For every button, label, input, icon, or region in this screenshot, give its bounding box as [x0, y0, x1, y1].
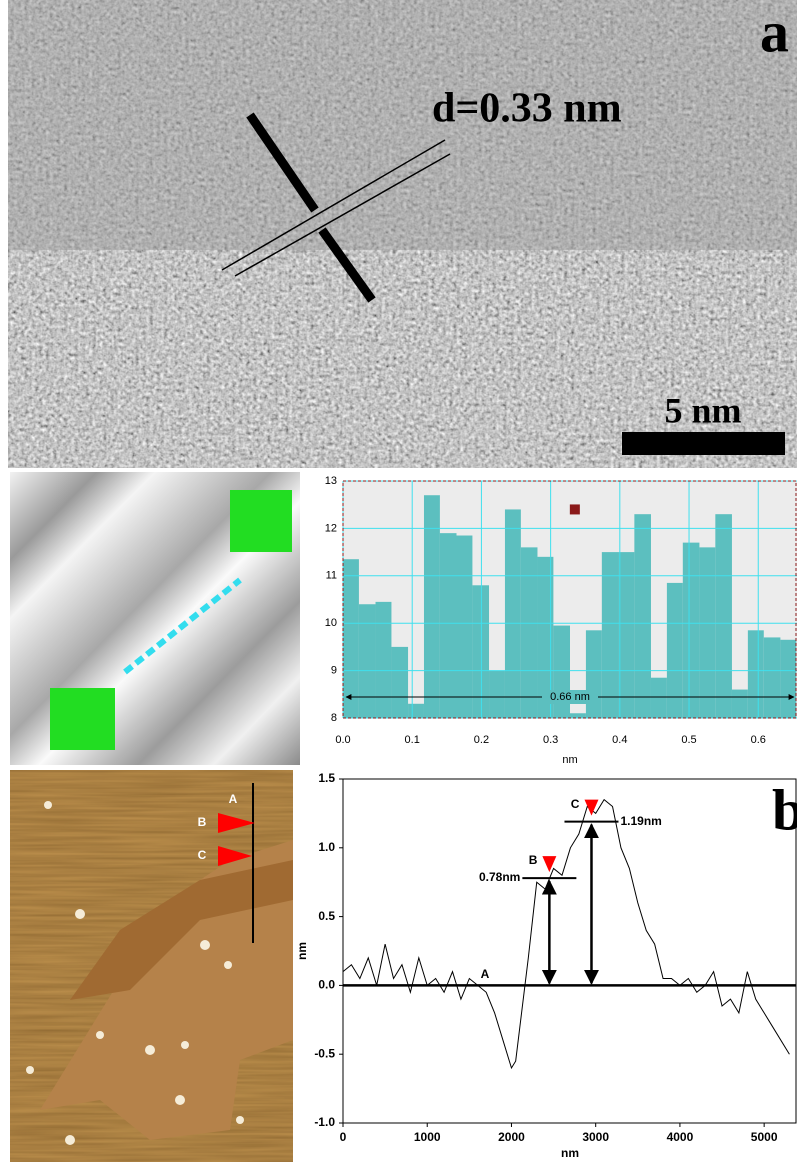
- bar: [780, 640, 796, 718]
- height-label: 1.19nm: [620, 814, 661, 828]
- bar: [602, 552, 619, 718]
- bar: [667, 583, 683, 718]
- y-tick-label: 0.0: [318, 978, 335, 992]
- y-tick-label: 1.0: [318, 840, 335, 854]
- x-tick-label: 0.6: [751, 734, 766, 746]
- panel-label: b: [772, 777, 797, 842]
- x-tick-label: 0: [340, 1130, 347, 1144]
- x-tick-label: 0.5: [681, 734, 696, 746]
- bar: [376, 602, 392, 718]
- point-label: B: [198, 815, 207, 829]
- x-tick-label: 0.2: [474, 734, 489, 746]
- bar: [651, 678, 667, 718]
- panel-label: a: [760, 0, 789, 64]
- bar: [359, 604, 376, 718]
- y-tick-label: 8: [331, 712, 337, 724]
- x-tick-label: 0.0: [335, 734, 350, 746]
- endpoint: [50, 688, 115, 750]
- x-tick-label: 3000: [582, 1130, 609, 1144]
- span-label: 0.66 nm: [550, 691, 590, 703]
- bar: [343, 559, 359, 718]
- point-label: B: [529, 853, 538, 867]
- x-tick-label: 4000: [667, 1130, 694, 1144]
- point-label: C: [198, 848, 207, 862]
- y-tick-label: 12: [325, 522, 337, 534]
- bar: [472, 585, 489, 718]
- bar: [586, 630, 602, 718]
- x-tick-label: 0.4: [612, 734, 627, 746]
- bar: [391, 647, 408, 718]
- cursor-marker: [570, 504, 580, 514]
- tem-background: [8, 0, 797, 250]
- y-axis-label: nm: [295, 942, 309, 960]
- x-axis-label: nm: [562, 754, 577, 766]
- point-label: C: [571, 797, 580, 811]
- y-tick-label: 9: [331, 665, 337, 677]
- x-tick-label: 0.3: [543, 734, 558, 746]
- bar: [764, 637, 781, 718]
- d-spacing-label: d=0.33 nm: [432, 86, 622, 132]
- y-tick-label: 1.5: [318, 771, 335, 785]
- y-tick-label: 0.5: [318, 909, 335, 923]
- baseline-label: A: [481, 967, 490, 981]
- bar: [521, 547, 538, 718]
- bar: [440, 533, 457, 718]
- bar: [683, 543, 700, 718]
- x-tick-label: 5000: [751, 1130, 778, 1144]
- y-tick-label: -0.5: [314, 1046, 335, 1060]
- bar: [634, 514, 651, 718]
- y-tick-label: 13: [325, 475, 337, 487]
- endpoint: [230, 490, 292, 552]
- bar: [489, 671, 505, 718]
- figure: d=0.33 nm 5 nm A B C 0.66 nm 8 9 10 11 12 13 0.…: [0, 0, 797, 1162]
- y-tick-label: -1.0: [314, 1115, 335, 1129]
- bar: [732, 690, 748, 718]
- y-tick-label: 11: [326, 570, 337, 582]
- page: {"panel_a": {"label": "a", "annotation":…: [0, 0, 797, 1162]
- bar: [457, 536, 473, 718]
- bar: [618, 552, 634, 718]
- x-tick-label: 0.1: [405, 734, 420, 746]
- x-tick-label: 1000: [414, 1130, 441, 1144]
- scale-bar: [622, 432, 785, 455]
- y-tick-label: 10: [325, 617, 337, 629]
- bar: [553, 626, 570, 718]
- height-label: 0.78nm: [479, 870, 520, 884]
- x-tick-label: 2000: [498, 1130, 525, 1144]
- bar: [748, 630, 764, 718]
- bar: [699, 547, 715, 718]
- bar: [570, 713, 586, 718]
- bar: [715, 514, 732, 718]
- point-label: A: [229, 792, 238, 806]
- bar: [408, 704, 424, 718]
- bar: [505, 509, 521, 718]
- scale-bar-label: 5 nm: [664, 390, 741, 430]
- plot-frame: [343, 779, 796, 1123]
- x-axis-label: nm: [561, 1146, 579, 1160]
